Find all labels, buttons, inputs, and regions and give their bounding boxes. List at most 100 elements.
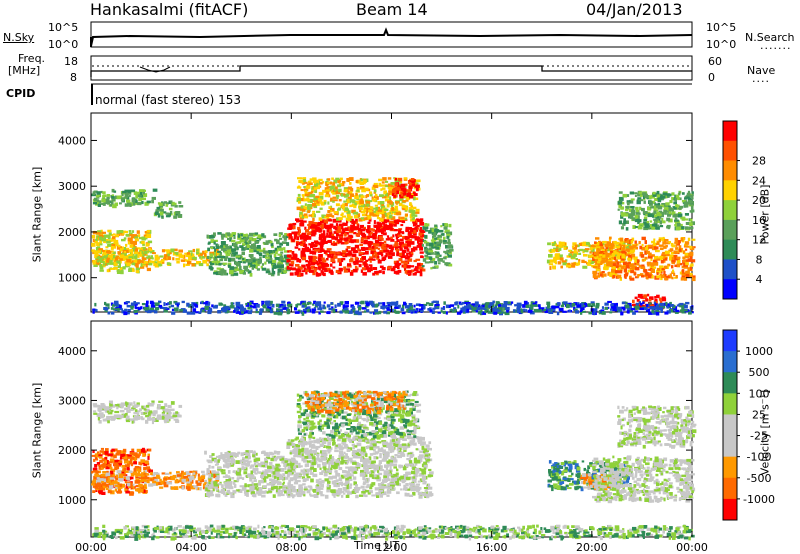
scatter-cell [394, 180, 399, 183]
scatter-cell [279, 265, 284, 269]
scatter-cell [140, 262, 143, 267]
scatter-cell [330, 197, 333, 202]
scatter-cell [584, 248, 590, 251]
scatter-cell [381, 202, 385, 207]
scatter-cell [248, 237, 253, 241]
scatter-cell [135, 269, 139, 273]
scatter-cell [302, 220, 307, 223]
scatter-cell [156, 481, 159, 486]
scatter-cell [583, 302, 587, 306]
scatter-cell [370, 250, 374, 255]
nsky-label: N.Sky [3, 31, 35, 44]
scatter-cell [626, 246, 629, 250]
scatter-cell [98, 467, 103, 470]
nave-tick-bottom: 0 [708, 71, 715, 84]
scatter-cell [625, 227, 629, 231]
scatter-cell [130, 189, 136, 192]
scatter-cell [372, 207, 376, 210]
scatter-cell [673, 272, 676, 276]
scatter-cell [151, 196, 156, 200]
scatter-cell [522, 304, 526, 308]
scatter-cell [145, 476, 150, 480]
scatter-cell [402, 200, 407, 203]
scatter-cell [175, 257, 181, 261]
scatter-cell [115, 242, 119, 247]
scatter-cell [124, 251, 127, 254]
scatter-cell [583, 254, 588, 257]
scatter-cell [594, 242, 600, 246]
scatter-cell [651, 307, 654, 311]
scatter-cell [516, 307, 521, 310]
scatter-cell [493, 311, 498, 315]
scatter-cell [358, 200, 363, 204]
scatter-cell [186, 479, 191, 483]
scatter-cell [251, 238, 257, 242]
scatter-cell [359, 202, 364, 206]
scatter-cell [374, 304, 379, 308]
scatter-cell [626, 262, 631, 266]
scatter-cell [126, 304, 132, 308]
scatter-cell [253, 303, 259, 307]
scatter-cell [148, 262, 153, 266]
scatter-cell [691, 197, 694, 200]
scatter-cell [125, 485, 130, 489]
scatter-cell [397, 177, 403, 182]
scatter-cell [329, 188, 333, 192]
scatter-cell [553, 247, 558, 252]
scatter-cell [388, 223, 392, 226]
scatter-cell [669, 273, 672, 278]
scatter-cell [170, 477, 175, 481]
scatter-cell [395, 220, 400, 225]
scatter-cell [661, 298, 667, 302]
scatter-cell [402, 194, 405, 198]
nave-tick-top: 60 [708, 55, 722, 68]
scatter-cell [369, 260, 372, 263]
scatter-cell [124, 488, 128, 492]
scatter-cell [373, 191, 376, 194]
scatter-cell [518, 304, 522, 307]
scatter-cell [303, 186, 306, 189]
scatter-cell [110, 267, 115, 270]
scatter-cell [649, 296, 654, 299]
scatter-cell [322, 238, 325, 241]
scatter-cell [343, 223, 348, 226]
scatter-cell [154, 478, 159, 483]
scatter-cell [354, 311, 358, 314]
scatter-cell [253, 234, 256, 237]
scatter-cell [390, 182, 396, 185]
scatter-cell [367, 221, 371, 224]
scatter-cell [174, 205, 178, 208]
scatter-cell [91, 454, 96, 457]
scatter-cell [132, 255, 137, 259]
scatter-cell [186, 481, 191, 484]
scatter-cell [617, 267, 621, 271]
scatter-cell [302, 232, 306, 236]
scatter-cell [658, 244, 664, 247]
scatter-cell [161, 472, 166, 475]
scatter-cell [301, 302, 307, 305]
scatter-cell [630, 212, 636, 216]
scatter-cell [123, 456, 128, 459]
scatter-cell [326, 311, 330, 314]
scatter-cell [583, 260, 587, 264]
scatter-cell [384, 190, 387, 194]
scatter-cell [676, 242, 680, 246]
scatter-cell [112, 308, 118, 311]
scatter-cell [635, 267, 640, 271]
scatter-cell [318, 234, 323, 238]
scatter-cell [101, 463, 106, 467]
scatter-cell [312, 203, 316, 207]
scatter-cell [196, 261, 202, 264]
scatter-cell [571, 245, 575, 248]
scatter-cell [225, 252, 231, 257]
scatter-cell [503, 301, 508, 305]
scatter-cell [684, 277, 688, 281]
scatter-cell [358, 217, 363, 222]
scatter-cell [227, 257, 232, 262]
scatter-cell [128, 268, 132, 272]
scatter-cell [94, 254, 97, 259]
scatter-cell [349, 204, 353, 208]
scatter-cell [266, 240, 270, 243]
scatter-cell [162, 306, 168, 310]
scatter-cell [336, 184, 342, 188]
